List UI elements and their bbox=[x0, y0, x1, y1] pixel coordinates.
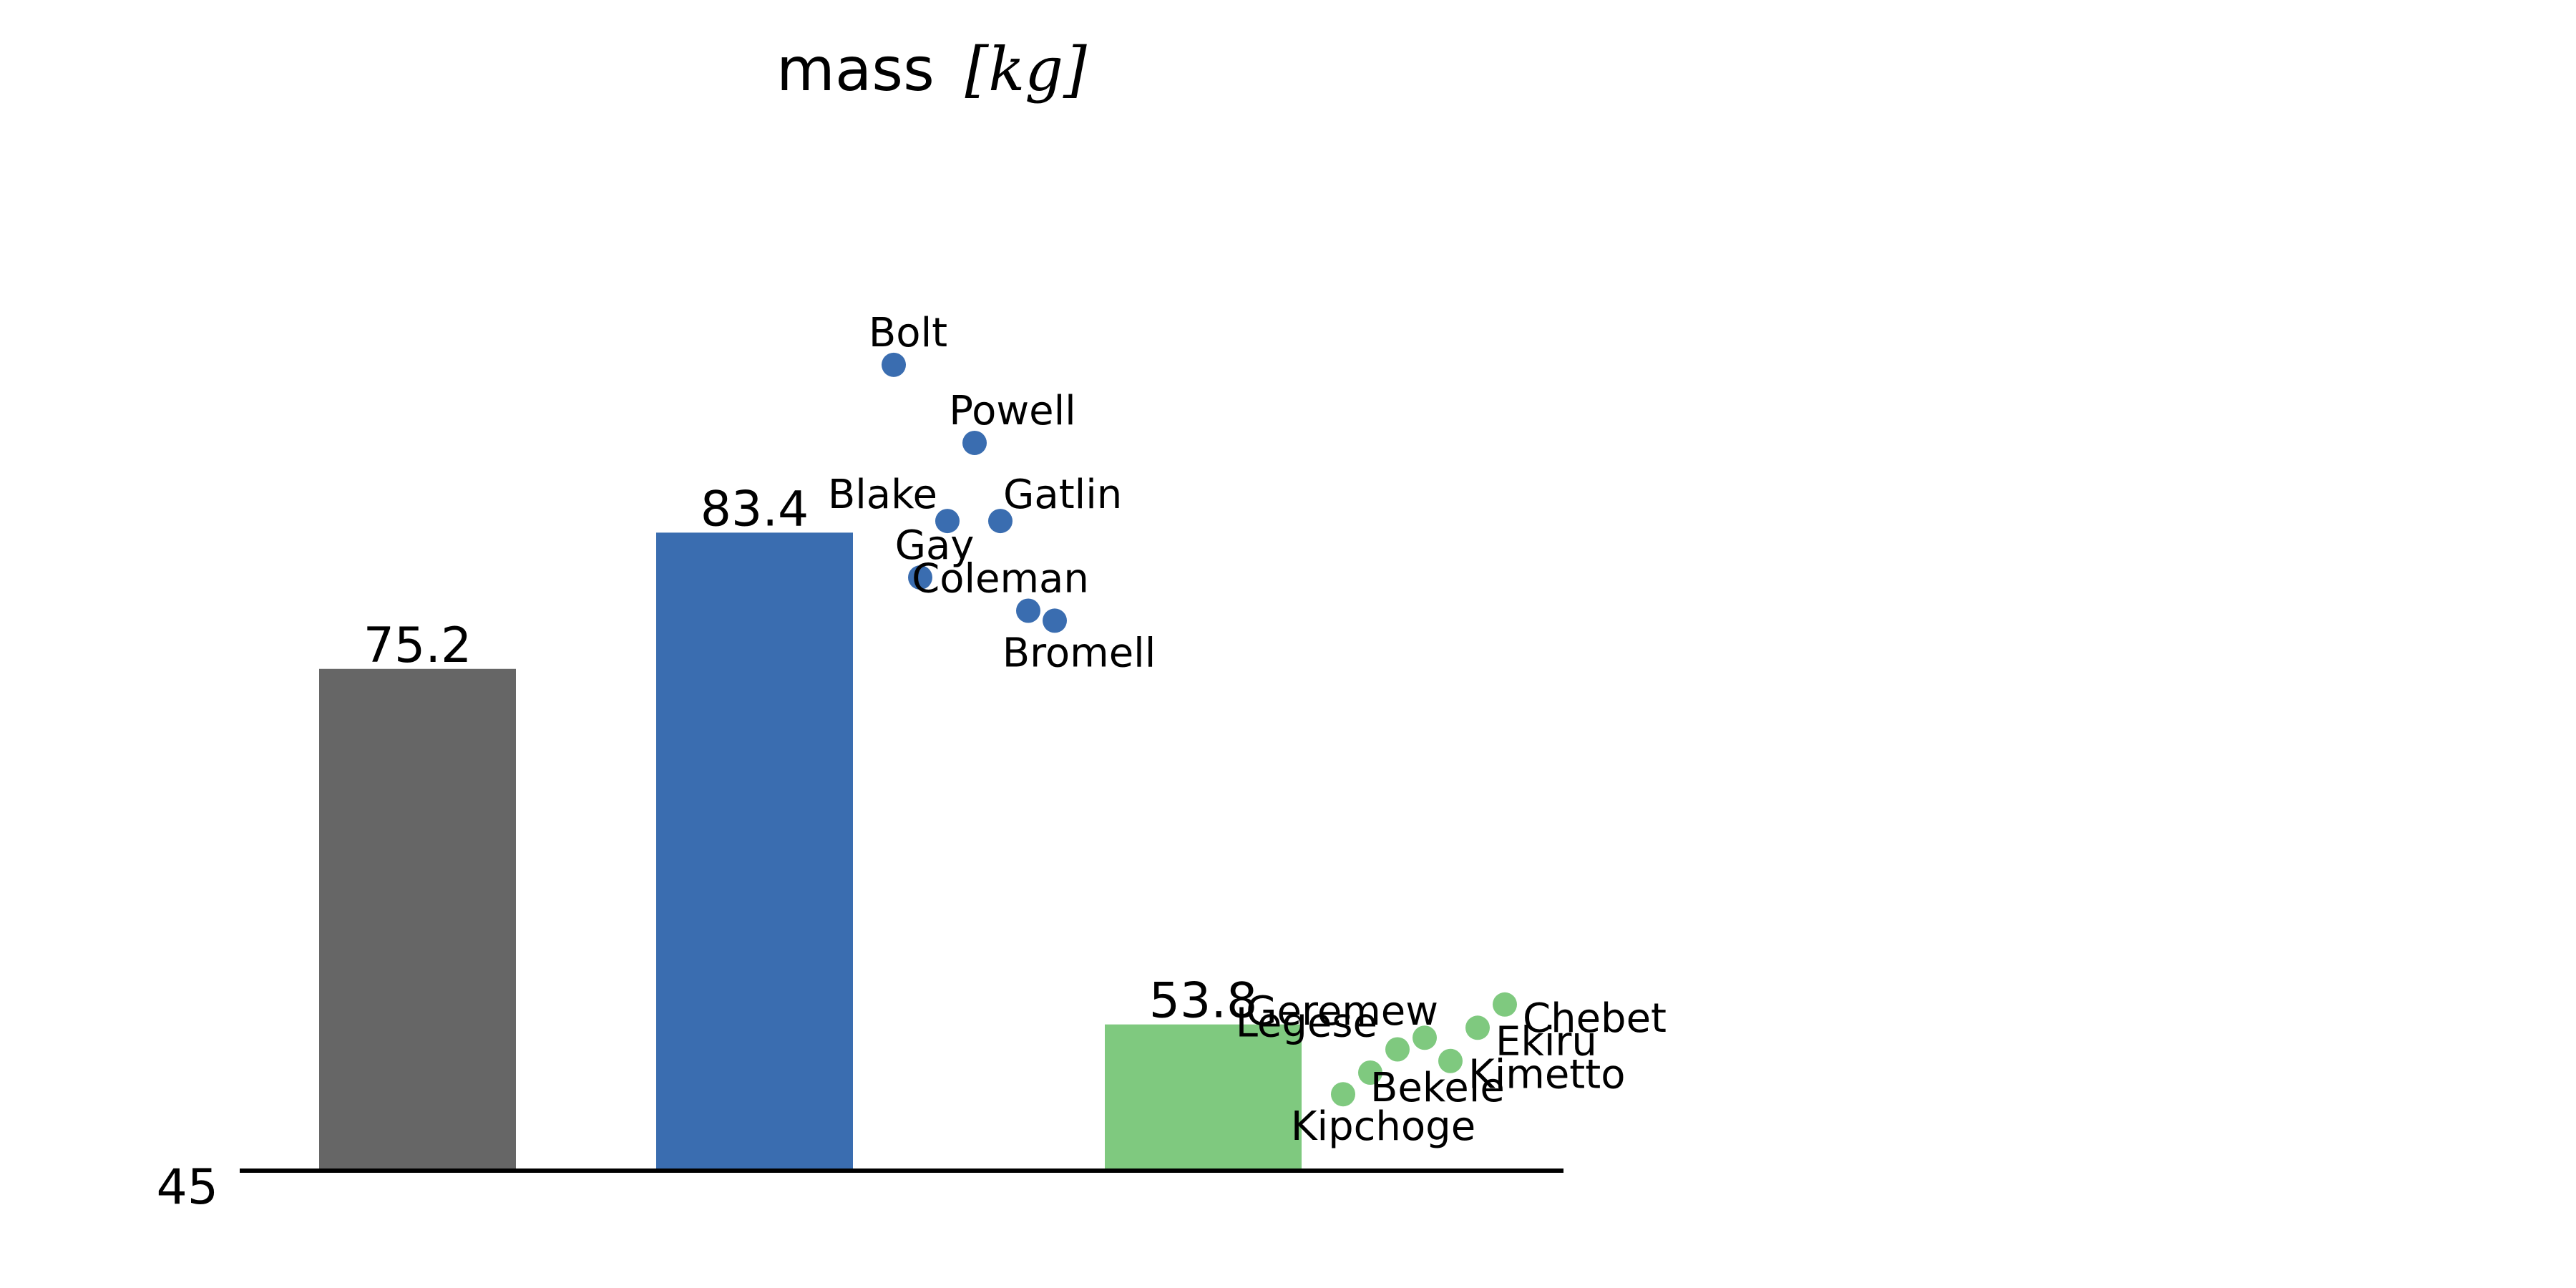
chart-title-text: mass bbox=[776, 34, 935, 104]
bars-layer: 75.2 83.4 53.8 bbox=[319, 481, 1302, 1171]
point-10 bbox=[1385, 1037, 1410, 1062]
bar-value-label-0: 75.2 bbox=[364, 618, 472, 674]
point-11 bbox=[1438, 1048, 1463, 1073]
point-label-8: Ekiru bbox=[1496, 1018, 1597, 1065]
point-label-2: Blake bbox=[828, 472, 937, 518]
point-12 bbox=[1358, 1060, 1382, 1085]
axis-layer: 45 bbox=[156, 1159, 1563, 1216]
bar-value-label-2: 53.8 bbox=[1149, 973, 1257, 1030]
y-tick-label: 45 bbox=[156, 1159, 218, 1216]
point-9 bbox=[1413, 1025, 1437, 1050]
bar-1 bbox=[656, 532, 853, 1171]
point-label-1: Powell bbox=[949, 388, 1075, 434]
point-label-11: Kimetto bbox=[1468, 1052, 1625, 1098]
bar-0 bbox=[319, 668, 516, 1171]
point-label-10: Legese bbox=[1236, 1000, 1377, 1046]
point-label-3: Gatlin bbox=[1003, 472, 1122, 518]
point-label-9: Geremew bbox=[1246, 988, 1438, 1035]
point-5 bbox=[1016, 598, 1040, 623]
point-2 bbox=[935, 509, 960, 534]
point-0 bbox=[882, 352, 906, 377]
point-label-5: Coleman bbox=[912, 555, 1089, 602]
chart-title: mass [kg] bbox=[776, 34, 1087, 104]
point-label-4: Gay bbox=[895, 522, 975, 569]
point-6 bbox=[1043, 608, 1067, 633]
point-1 bbox=[962, 430, 987, 455]
point-label-7: Chebet bbox=[1523, 995, 1667, 1042]
point-7 bbox=[1493, 992, 1517, 1017]
bar-value-label-1: 83.4 bbox=[701, 481, 809, 537]
point-label-13: Kipchoge bbox=[1291, 1103, 1475, 1150]
point-label-0: Bolt bbox=[869, 310, 947, 356]
point-label-6: Bromell bbox=[1002, 630, 1156, 676]
chart-title-unit: [kg] bbox=[965, 34, 1087, 104]
point-label-12: Bekele bbox=[1370, 1065, 1505, 1111]
point-8 bbox=[1465, 1015, 1490, 1040]
bar-2 bbox=[1105, 1024, 1302, 1171]
point-4 bbox=[908, 565, 932, 590]
point-13 bbox=[1331, 1082, 1355, 1107]
point-3 bbox=[988, 509, 1013, 534]
